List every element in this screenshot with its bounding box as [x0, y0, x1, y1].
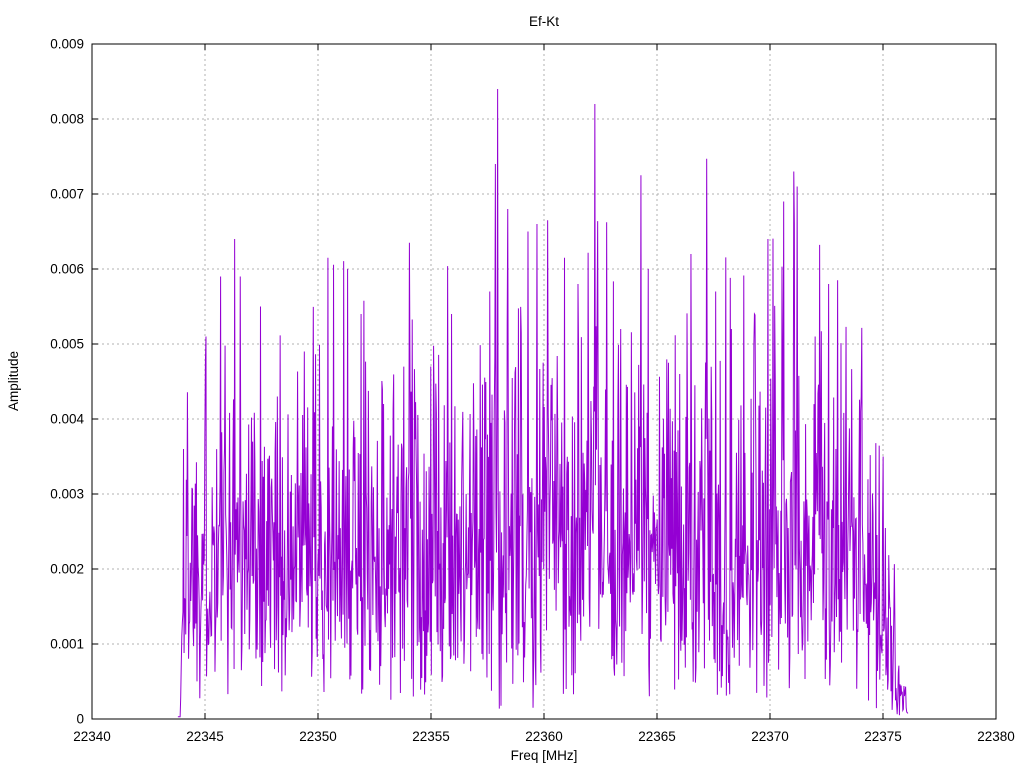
x-tick-label: 22370 [751, 729, 789, 744]
x-tick-label: 22365 [638, 729, 676, 744]
x-tick-label: 22355 [412, 729, 450, 744]
x-tick-label: 22340 [73, 729, 111, 744]
plot-title: Ef-Kt [529, 14, 559, 29]
x-tick-label: 22380 [977, 729, 1015, 744]
x-tick-label: 22345 [186, 729, 224, 744]
x-tick-label: 22350 [299, 729, 337, 744]
y-tick-label: 0.001 [50, 637, 84, 652]
y-axis-label: Amplitude [6, 351, 21, 411]
x-tick-label: 22360 [525, 729, 563, 744]
y-tick-label: 0.004 [50, 412, 84, 427]
y-tick-label: 0.005 [50, 337, 84, 352]
y-tick-label: 0.008 [50, 112, 84, 127]
axis-ticks [91, 43, 997, 720]
x-axis-label: Freq [MHz] [511, 748, 578, 763]
x-tick-labels: 22340 22345 22350 22355 22360 22365 22370 22375… [73, 729, 1015, 744]
x-tick-label: 22375 [864, 729, 902, 744]
y-tick-label: 0.002 [50, 562, 84, 577]
y-tick-label: 0 [76, 712, 84, 727]
y-tick-label: 0.003 [50, 487, 84, 502]
y-tick-label: 0.009 [50, 37, 84, 52]
y-tick-labels: 0 0.001 0.002 0.003 0.004 0.005 0.006 0.007 0.00… [50, 37, 84, 727]
y-tick-label: 0.007 [50, 187, 84, 202]
data-series-path [177, 88, 909, 718]
y-tick-label: 0.006 [50, 262, 84, 277]
